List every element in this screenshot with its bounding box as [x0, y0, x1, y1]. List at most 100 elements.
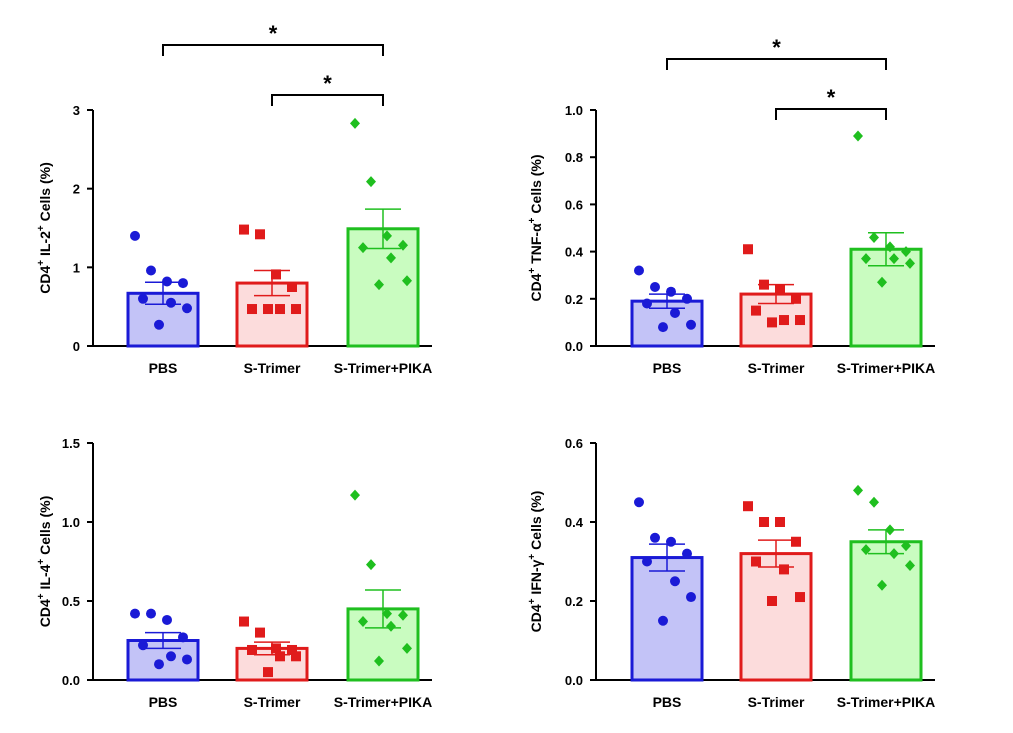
- data-point: [885, 524, 895, 536]
- data-point: [271, 643, 281, 654]
- data-point: [154, 659, 164, 670]
- data-point: [869, 496, 879, 508]
- data-point: [885, 241, 895, 253]
- y-tick-label: 0.0: [62, 673, 80, 688]
- data-point: [291, 304, 301, 315]
- data-point: [366, 559, 376, 571]
- data-point: [350, 117, 360, 129]
- data-point: [162, 614, 172, 625]
- data-point: [255, 627, 265, 638]
- y-axis-label-part: CD4: [528, 604, 544, 632]
- y-axis-label-part: Cells (%): [37, 162, 53, 225]
- data-point: [263, 667, 273, 678]
- y-axis-label-superscript: +: [527, 598, 538, 604]
- y-tick-label: 0.0: [565, 339, 583, 354]
- data-point: [686, 592, 696, 603]
- y-tick-label: 0.8: [565, 150, 583, 165]
- data-point: [751, 556, 761, 567]
- data-point: [759, 517, 769, 527]
- y-axis-label-part: IFN-γ: [528, 559, 544, 598]
- data-point: [642, 556, 652, 567]
- data-point: [905, 559, 915, 571]
- data-point: [402, 275, 412, 287]
- y-tick-label: 0.4: [565, 515, 584, 530]
- significance-label: *: [827, 85, 836, 110]
- data-point: [795, 592, 805, 603]
- y-axis-label-part: CD4: [528, 273, 544, 301]
- data-point: [666, 536, 676, 547]
- data-point: [366, 176, 376, 188]
- data-point: [650, 532, 660, 543]
- data-point: [650, 282, 660, 292]
- significance-bracket: [666, 58, 887, 70]
- data-point: [686, 319, 696, 330]
- y-axis-label-part: Cells (%): [37, 496, 53, 559]
- data-point: [374, 655, 384, 667]
- significance-bracket: [271, 94, 384, 106]
- data-point: [154, 319, 164, 330]
- y-tick-label: 0.6: [565, 197, 583, 212]
- data-point: [682, 293, 692, 304]
- data-point: [905, 257, 915, 269]
- data-point: [374, 279, 384, 291]
- data-point: [877, 276, 887, 288]
- y-tick-label: 0.4: [565, 245, 584, 260]
- y-axis-label-part: IL-4: [37, 564, 53, 593]
- data-point: [398, 609, 408, 621]
- data-point: [247, 304, 257, 315]
- x-category-label: S-Trimer+PIKA: [334, 694, 432, 710]
- data-point: [775, 284, 785, 295]
- data-point: [751, 305, 761, 316]
- data-point: [670, 576, 680, 587]
- data-point: [386, 620, 396, 632]
- data-point: [658, 322, 668, 333]
- y-axis-label: CD4+ IFN-γ+ Cells (%): [527, 491, 544, 633]
- data-point: [398, 239, 408, 251]
- x-category-label: S-Trimer+PIKA: [837, 360, 935, 376]
- data-point: [182, 303, 192, 314]
- data-point: [386, 252, 396, 264]
- data-point: [138, 293, 148, 304]
- data-point: [779, 564, 789, 575]
- y-tick-label: 0.0: [565, 673, 583, 688]
- significance-label: *: [772, 35, 781, 60]
- data-point: [682, 548, 692, 559]
- data-point: [287, 282, 297, 292]
- bar-s-trimer: [739, 552, 813, 682]
- data-point: [287, 644, 297, 655]
- y-axis-label-part: CD4: [37, 266, 53, 294]
- x-category-label: PBS: [653, 694, 682, 710]
- data-point: [166, 651, 176, 662]
- data-point: [795, 315, 805, 326]
- data-point: [861, 253, 871, 265]
- data-point: [138, 640, 148, 651]
- y-axis-label: CD4+ IL-4+ Cells (%): [36, 496, 53, 628]
- data-point: [146, 608, 156, 619]
- data-point: [239, 224, 249, 235]
- y-axis-label-superscript: +: [527, 554, 538, 560]
- y-axis-label-superscript: +: [527, 217, 538, 223]
- y-tick-label: 0.6: [565, 436, 583, 451]
- data-point: [767, 596, 777, 606]
- data-point: [670, 307, 680, 318]
- y-axis-label-superscript: +: [36, 593, 47, 599]
- data-point: [178, 278, 188, 289]
- y-tick-label: 0.2: [565, 292, 583, 307]
- data-point: [255, 229, 265, 240]
- data-point: [901, 246, 911, 258]
- x-category-label: S-Trimer: [244, 694, 301, 710]
- data-point: [178, 632, 188, 643]
- data-point: [275, 651, 285, 662]
- data-point: [889, 548, 899, 560]
- data-point: [291, 651, 301, 662]
- data-point: [182, 654, 192, 665]
- data-point: [759, 279, 769, 290]
- y-axis-label-part: CD4: [37, 599, 53, 627]
- data-point: [130, 608, 140, 619]
- data-point: [350, 489, 360, 501]
- data-point: [901, 540, 911, 552]
